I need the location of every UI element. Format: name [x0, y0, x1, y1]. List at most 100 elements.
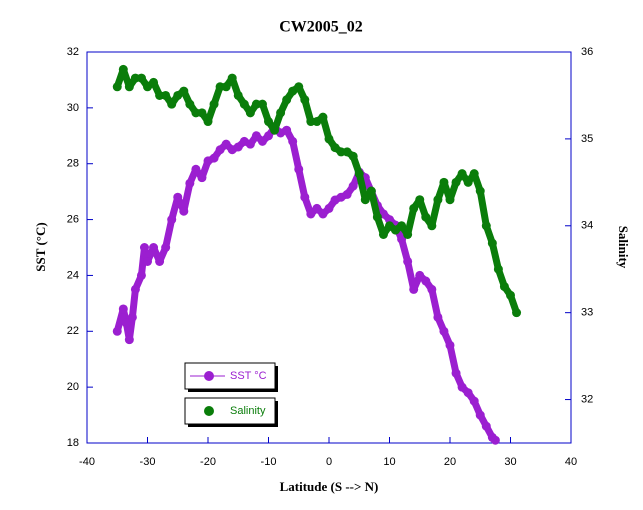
y2-tick-label: 35: [581, 133, 593, 145]
y-tick-label: 18: [67, 437, 79, 449]
point: [415, 270, 425, 280]
point: [451, 368, 461, 378]
point: [270, 125, 280, 135]
legend-label: Salinity: [230, 405, 266, 417]
point: [499, 282, 509, 292]
point: [372, 212, 382, 222]
point: [469, 169, 479, 179]
y-tick-label: 24: [67, 269, 79, 281]
point: [457, 169, 467, 179]
point: [233, 90, 243, 100]
y2-tick-label: 32: [581, 393, 593, 405]
point: [294, 164, 304, 174]
point: [197, 108, 207, 118]
point: [318, 209, 328, 219]
point: [487, 238, 497, 248]
point: [143, 256, 152, 266]
point: [257, 136, 267, 146]
x-tick-label: 0: [326, 456, 332, 468]
x-tick-label: -40: [79, 456, 95, 468]
point: [348, 151, 358, 161]
point: [251, 131, 261, 141]
point: [112, 326, 122, 336]
x-tick-label: 40: [565, 456, 577, 468]
point: [121, 318, 131, 328]
legend-item: Salinity: [184, 397, 278, 427]
point: [439, 177, 449, 187]
point: [118, 304, 128, 314]
point: [433, 312, 443, 322]
point: [209, 99, 219, 109]
point: [300, 192, 310, 202]
point: [318, 112, 328, 122]
point: [403, 256, 413, 266]
point: [185, 178, 195, 188]
point: [475, 186, 485, 196]
point: [288, 136, 298, 146]
point: [324, 203, 334, 213]
point: [403, 229, 413, 239]
point: [221, 139, 231, 149]
point: [475, 410, 485, 420]
y-tick-label: 28: [67, 158, 79, 170]
point: [161, 243, 171, 252]
point: [112, 82, 122, 92]
point: [294, 82, 304, 92]
point: [439, 326, 449, 336]
point: [469, 396, 479, 406]
point: [415, 195, 425, 205]
x-tick-label: 20: [444, 456, 456, 468]
point: [239, 99, 249, 109]
x-tick-label: -30: [140, 456, 156, 468]
point: [490, 435, 500, 445]
point: [366, 186, 376, 196]
point: [463, 388, 473, 398]
point: [227, 73, 237, 83]
point: [463, 177, 473, 187]
legend-box: [184, 397, 276, 425]
x-tick-label: 10: [383, 456, 395, 468]
y2-axis-label: Salinity: [616, 226, 631, 269]
point: [130, 284, 140, 294]
point: [191, 164, 201, 174]
plot-frame: [86, 51, 572, 444]
point: [185, 99, 195, 109]
point: [409, 284, 419, 294]
point: [276, 108, 286, 118]
point: [481, 221, 491, 231]
y-axis-label: SST (°C): [33, 222, 48, 271]
point: [433, 195, 443, 205]
series-line: [113, 123, 499, 444]
y2-tick-label: 33: [581, 307, 593, 319]
point: [493, 264, 503, 274]
point: [118, 64, 128, 74]
point: [124, 82, 134, 92]
legend-marker: [204, 406, 214, 416]
series-line: [113, 65, 521, 317]
point: [457, 382, 467, 392]
point: [161, 90, 171, 100]
point: [167, 99, 177, 109]
point: [378, 229, 388, 239]
y2-tick-label: 36: [581, 46, 593, 58]
y-tick-label: 22: [67, 325, 79, 337]
y-tick-label: 30: [67, 102, 79, 114]
point: [306, 209, 316, 219]
point: [282, 95, 292, 105]
x-axis-label: Latitude (S --> N): [280, 479, 379, 494]
point: [451, 177, 461, 187]
point: [354, 169, 364, 179]
point: [149, 243, 159, 252]
point: [264, 117, 273, 127]
point: [221, 82, 231, 92]
point: [481, 421, 491, 431]
y-tick-label: 26: [67, 213, 79, 225]
point: [179, 206, 189, 216]
point: [179, 86, 189, 96]
point: [312, 203, 322, 213]
point: [245, 108, 255, 118]
point: [421, 212, 431, 222]
y2-tick-label: 34: [581, 220, 593, 232]
point: [209, 153, 219, 163]
point: [155, 256, 165, 266]
